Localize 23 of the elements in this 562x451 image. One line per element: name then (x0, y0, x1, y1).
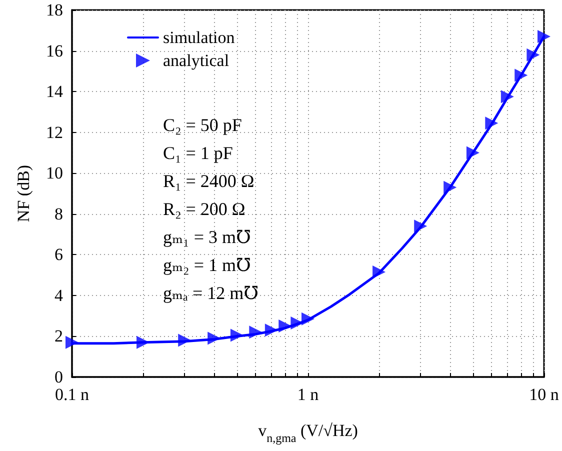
y-tick-label: 12 (46, 122, 63, 142)
x-tick-label: 0.1 n (55, 385, 90, 404)
annotation: R₂ = 200 Ω (163, 199, 246, 219)
y-tick-label: 6 (54, 245, 63, 264)
y-tick-label: 4 (54, 286, 64, 305)
y-tick-label: 16 (46, 41, 63, 60)
annotation: C₂ = 50 pF (163, 115, 242, 135)
y-tick-label: 0 (54, 368, 63, 386)
y-tick-label: 14 (46, 82, 64, 102)
legend-label: analytical (163, 51, 230, 70)
y-tick-label: 10 (46, 164, 63, 183)
annotation: gₘ₁ = 3 m℧ (163, 227, 251, 247)
y-axis-title: NF (dB) (14, 164, 33, 222)
annotation: R₁ = 2400 Ω (163, 171, 254, 191)
x-tick-label: 10 n (529, 385, 560, 404)
annotation: C₁ = 1 pF (163, 143, 233, 163)
x-tick-label: 1 n (297, 385, 320, 404)
legend-label: simulation (163, 28, 236, 47)
y-tick-label: 8 (54, 204, 63, 224)
y-tick-label: 18 (46, 0, 63, 20)
y-tick-label: 2 (54, 326, 63, 346)
annotation: gₘₐ = 12 m℧ (163, 283, 259, 303)
annotation: gₘ₂ = 1 m℧ (163, 255, 251, 275)
